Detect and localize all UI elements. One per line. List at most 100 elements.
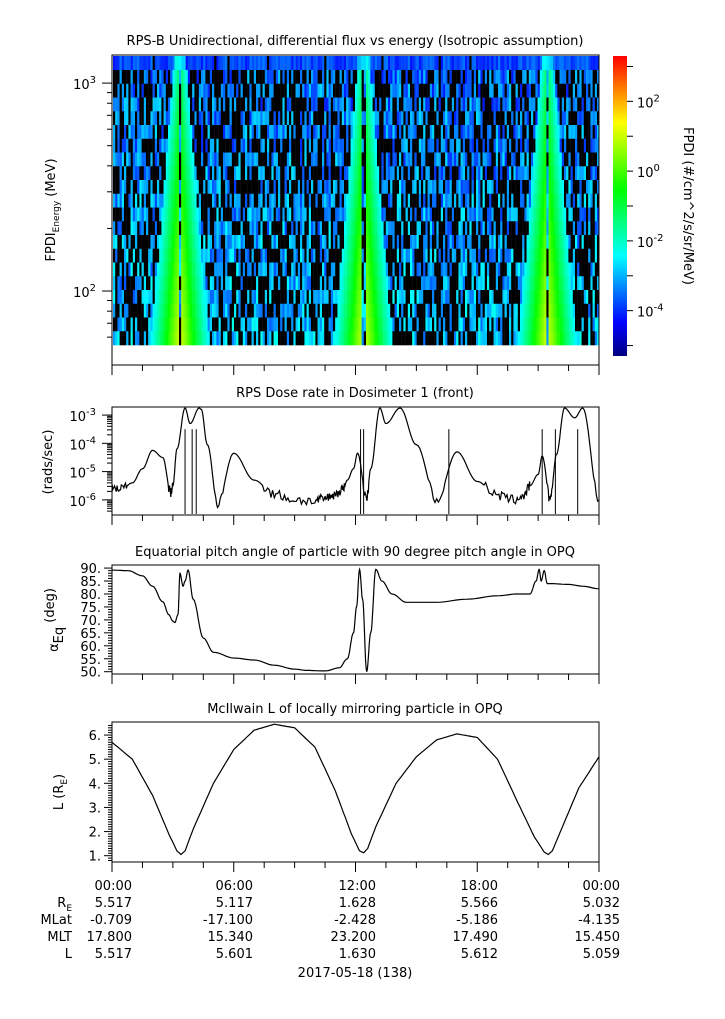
spectrogram-cell — [198, 303, 202, 318]
spectrogram-cell — [328, 83, 331, 98]
spectrogram-cell — [564, 111, 567, 126]
spectrogram-cell — [460, 290, 463, 305]
ephemeris-value: 23.200 — [331, 930, 377, 945]
spectrogram-cell — [579, 276, 582, 291]
spectrogram-cell — [539, 125, 543, 140]
spectrogram-cell — [425, 235, 428, 250]
spectrogram-cell — [148, 276, 151, 291]
spectrogram-cell — [504, 138, 507, 153]
spectrogram-cell — [179, 152, 182, 167]
spectrogram-cell — [368, 303, 371, 318]
spectrogram-cell — [324, 97, 327, 112]
spectrogram-cell — [282, 70, 285, 85]
spectrogram-cell — [141, 276, 144, 291]
spectrogram-cell — [414, 290, 417, 305]
spectrogram-cell — [163, 193, 166, 208]
spectrogram-cell — [220, 111, 224, 126]
spectrogram-cell — [555, 180, 558, 195]
spectrogram-cell — [209, 235, 213, 250]
spectrogram-cell — [432, 111, 435, 126]
spectrogram-cell — [423, 207, 426, 222]
spectrogram-cell — [504, 56, 507, 70]
spectrogram-cell — [421, 276, 424, 291]
spectrogram-cell — [313, 166, 316, 181]
spectrogram-cell — [253, 125, 257, 140]
spectrogram-cell — [280, 193, 283, 208]
spectrogram-cell — [135, 235, 138, 250]
l-shell-line — [111, 723, 600, 856]
spectrogram-cell — [524, 193, 527, 208]
spectrogram-cell — [223, 262, 226, 277]
spectrogram-cell — [311, 317, 314, 332]
spectrogram-cell — [564, 70, 567, 85]
spectrogram-cell — [297, 235, 301, 250]
spectrogram-cell — [192, 303, 195, 318]
spectrogram-cell — [513, 221, 516, 236]
spectrogram-cell — [511, 180, 514, 195]
spectrogram-cell — [212, 70, 215, 85]
spectrogram-cell — [183, 276, 186, 291]
spectrogram-cell — [293, 125, 296, 140]
spectrogram-cell — [392, 152, 395, 167]
spectrogram-cell — [542, 248, 545, 263]
spectrogram-cell — [511, 276, 514, 291]
spectrogram-cell — [381, 221, 384, 236]
spectrogram-cell — [143, 166, 147, 181]
spectrogram-cell — [361, 166, 364, 181]
spectrogram-cell — [220, 70, 224, 85]
spectrogram-cell — [247, 166, 250, 181]
spectrogram-cell — [372, 138, 375, 153]
spectrogram-cell — [500, 317, 503, 332]
spectrogram-cell — [374, 248, 378, 263]
spectrogram-cell — [377, 248, 380, 263]
spectrogram-cell — [438, 248, 441, 263]
spectrogram-cell — [317, 262, 320, 277]
spectrogram-cell — [183, 111, 186, 126]
spectrogram-cell — [471, 235, 474, 250]
spectrogram-cell — [181, 138, 184, 153]
spectrogram-cell — [212, 235, 215, 250]
spectrogram-cell — [242, 221, 246, 236]
spectrogram-cell — [264, 235, 268, 250]
spectrogram-cell — [517, 166, 521, 181]
spectrogram-cell — [423, 193, 426, 208]
spectrogram-cell — [361, 125, 364, 140]
spectrogram-cell — [117, 248, 120, 263]
spectrogram-cell — [146, 70, 149, 85]
spectrogram-cell — [412, 138, 415, 153]
spectrogram-cell — [383, 331, 386, 346]
spectrogram-cell — [352, 97, 356, 112]
spectrogram-cell — [300, 111, 303, 126]
spectrogram-cell — [319, 83, 323, 98]
spectrogram-cell — [170, 125, 173, 140]
spectrogram-cell — [440, 111, 444, 126]
spectrogram-cell — [581, 193, 584, 208]
spectrogram-cell — [337, 276, 340, 291]
spectrogram-cell — [498, 125, 501, 140]
spectrogram-cell — [572, 248, 576, 263]
spectrogram-cell — [207, 56, 210, 70]
spectrogram-cell — [487, 111, 490, 126]
spectrogram-cell — [163, 166, 166, 181]
spectrogram-cell — [355, 125, 358, 140]
spectrogram-cell — [218, 166, 221, 181]
time-tick-label: 18:00 — [461, 879, 498, 894]
spectrogram-cell — [278, 152, 281, 167]
spectrogram-cell — [401, 276, 404, 291]
spectrogram-cell — [185, 235, 188, 250]
spectrogram-cell — [247, 56, 250, 70]
spectrogram-x-ticks — [111, 365, 600, 375]
spectrogram-cell — [445, 207, 448, 222]
spectrogram-cell — [291, 303, 294, 318]
spectrogram-cell — [227, 276, 230, 291]
spectrogram-cell — [304, 235, 307, 250]
spectrogram-cell — [570, 138, 573, 153]
spectrogram-cell — [478, 193, 481, 208]
spectrogram-cell — [568, 193, 571, 208]
spectrogram-cell — [357, 125, 360, 140]
spectrogram-cell — [355, 97, 358, 112]
spectrogram-cell — [300, 125, 303, 140]
spectrogram-cell — [264, 303, 268, 318]
spectrogram-cell — [513, 290, 516, 305]
spectrogram-cell — [484, 111, 488, 126]
